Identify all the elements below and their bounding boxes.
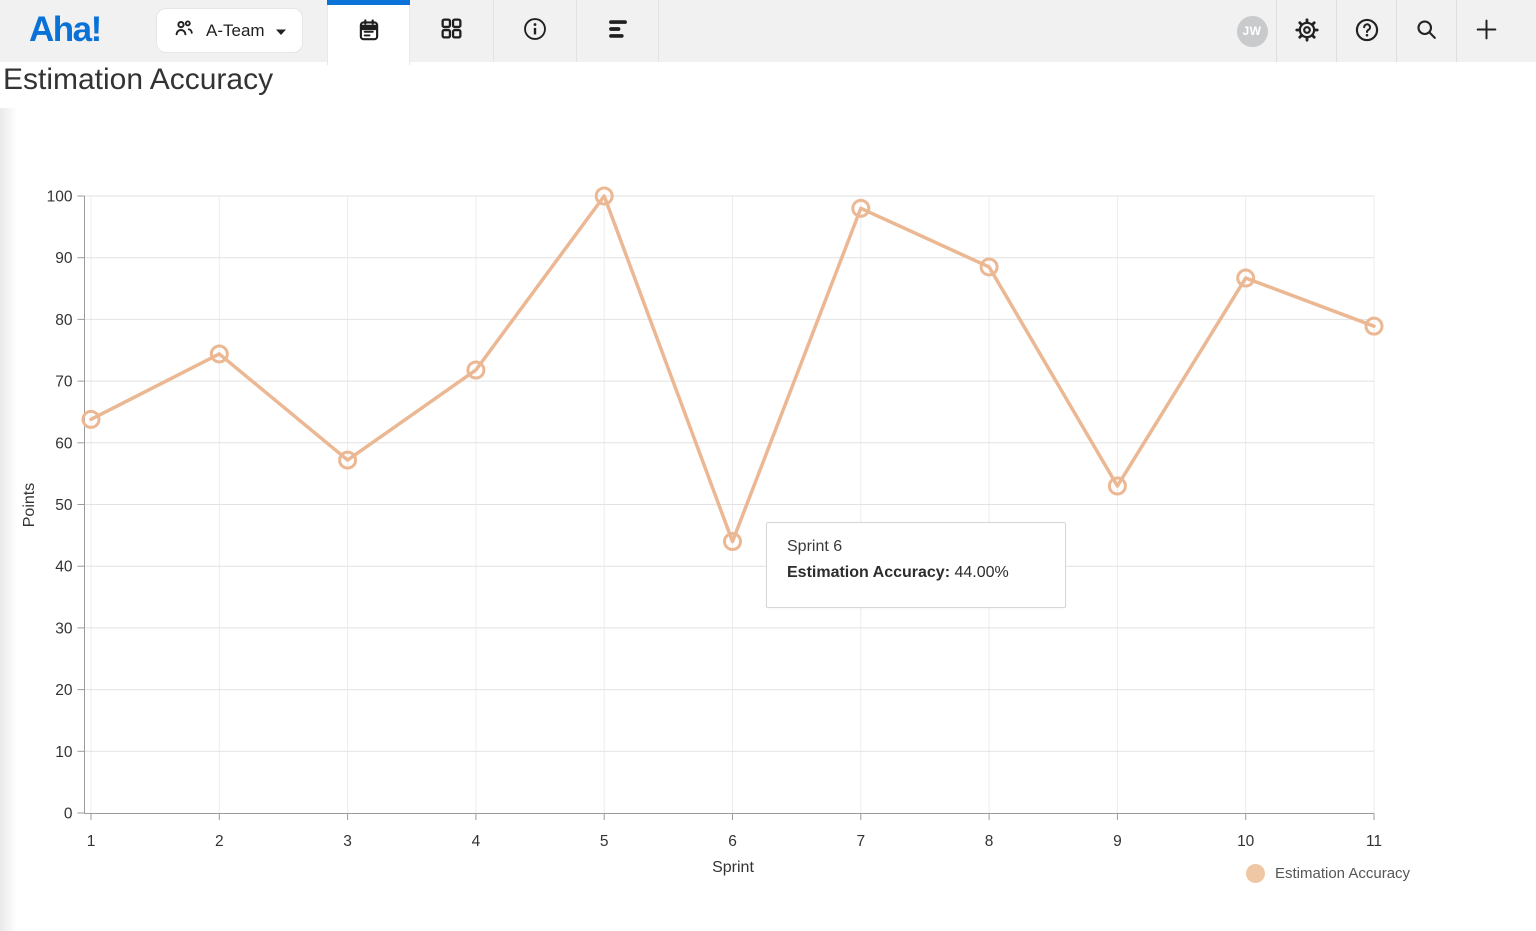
x-tick-label: 10: [1237, 833, 1255, 850]
aha-logo[interactable]: Aha!: [29, 10, 102, 49]
y-tick-label: 40: [55, 559, 73, 576]
chevron-down-icon: [275, 21, 287, 41]
top-bar-actions: JW: [1228, 0, 1516, 62]
x-tick-label: 7: [856, 833, 865, 850]
help-button[interactable]: [1337, 0, 1396, 62]
x-tick-label: 8: [985, 833, 994, 850]
tab-info[interactable]: [493, 0, 576, 62]
team-selector-button[interactable]: A-Team: [156, 8, 303, 53]
grid-icon: [439, 16, 464, 46]
x-tick-label: 6: [728, 833, 737, 850]
y-tick-label: 100: [47, 189, 73, 206]
y-tick-label: 60: [55, 435, 73, 452]
team-selector-label: A-Team: [206, 20, 265, 40]
tooltip-value-line: Estimation Accuracy: 44.00%: [787, 564, 1045, 582]
legend-item[interactable]: Estimation Accuracy: [1246, 864, 1410, 883]
bars-icon: [605, 16, 631, 47]
y-tick-label: 20: [55, 682, 73, 699]
data-point-sprint-5[interactable]: [594, 186, 614, 206]
y-tick-label: 90: [55, 250, 73, 267]
data-point-sprint-9[interactable]: [1107, 476, 1127, 496]
user-menu[interactable]: JW: [1228, 0, 1276, 62]
x-tick-label: 9: [1113, 833, 1122, 850]
x-tick-label: 4: [472, 833, 481, 850]
info-icon: [522, 16, 548, 47]
series-line[interactable]: [89, 194, 1376, 544]
plus-icon: [1474, 17, 1499, 45]
data-point-sprint-11[interactable]: [1364, 316, 1384, 336]
search-icon: [1414, 17, 1439, 45]
y-tick-label: 70: [55, 374, 73, 391]
x-tick-label: 1: [87, 833, 96, 850]
question-icon: [1354, 17, 1380, 46]
tooltip-value: 44.00%: [954, 564, 1009, 581]
gear-icon: [1294, 17, 1320, 46]
divider: [1276, 0, 1277, 62]
legend-label: Estimation Accuracy: [1275, 865, 1411, 882]
x-tick-label: 11: [1366, 833, 1382, 850]
chart-tooltip: Sprint 6 Estimation Accuracy: 44.00%: [766, 522, 1066, 608]
y-tick-label: 0: [64, 806, 73, 823]
data-point-sprint-6[interactable]: [723, 532, 742, 552]
y-tick-label: 10: [55, 744, 73, 761]
y-tick-label: 30: [55, 620, 73, 637]
data-point-sprint-4[interactable]: [466, 360, 486, 380]
tab-bars[interactable]: [576, 0, 659, 62]
data-point-sprint-2[interactable]: [209, 344, 229, 364]
top-bar: Aha! A-Team: [0, 0, 1536, 65]
x-tick-label: 5: [600, 833, 609, 850]
data-point-sprint-1[interactable]: [81, 409, 101, 429]
divider: [1396, 0, 1397, 62]
tab-grid[interactable]: [410, 0, 493, 62]
legend-marker: [1246, 864, 1265, 883]
team-people-icon: [172, 16, 196, 45]
x-tick-label: 3: [343, 833, 352, 850]
divider: [1336, 0, 1337, 62]
tooltip-series-label: Estimation Accuracy:: [787, 564, 951, 581]
settings-button[interactable]: [1277, 0, 1336, 62]
left-edge-shadow: [0, 108, 17, 931]
divider: [1456, 0, 1457, 62]
tooltip-title: Sprint 6: [787, 538, 843, 555]
y-tick-label: 80: [55, 312, 73, 329]
calendar-icon: [356, 17, 382, 48]
data-point-sprint-10[interactable]: [1236, 268, 1256, 288]
y-axis-label: Points: [21, 482, 38, 528]
tab-calendar[interactable]: [327, 0, 410, 65]
page-title: Estimation Accuracy: [3, 63, 274, 96]
y-tick-label: 50: [55, 497, 73, 514]
tab-bar: [327, 0, 659, 65]
data-point-sprint-8[interactable]: [979, 257, 999, 277]
add-button[interactable]: [1457, 0, 1516, 62]
data-point-sprint-3[interactable]: [338, 450, 358, 470]
search-button[interactable]: [1397, 0, 1456, 62]
x-axis-label: Sprint: [712, 859, 754, 876]
x-tick-label: 2: [215, 833, 224, 850]
data-point-sprint-7[interactable]: [851, 198, 871, 218]
avatar: JW: [1236, 15, 1268, 47]
